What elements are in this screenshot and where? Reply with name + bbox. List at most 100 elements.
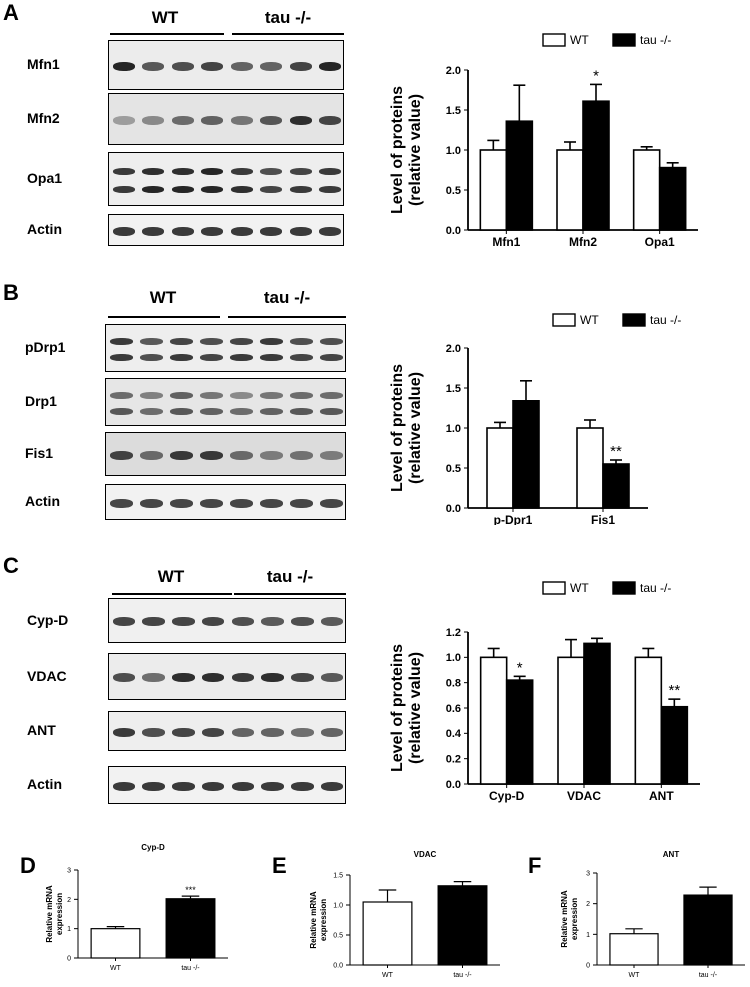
blot-image-ant [108, 711, 346, 751]
blot-band [139, 337, 163, 345]
legend-swatch [552, 313, 576, 327]
blot-label-actin: Actin [27, 776, 62, 792]
x-tick-label: WT [382, 972, 394, 979]
chart-f-ant-mrna: 0 1 2 3 Relative mRNA expression ANT WT tau -/- [560, 850, 745, 979]
y-tick-label: 0 [67, 955, 71, 962]
blot-image-opa1 [108, 152, 344, 206]
blot-band [289, 61, 312, 71]
blot-band [289, 185, 312, 193]
y-tick-label: 1.5 [446, 383, 461, 395]
blot-band [112, 673, 136, 682]
blot-label-actin: Actin [27, 221, 62, 237]
group-label-wt: WT [151, 8, 179, 27]
group-line-tau [228, 316, 346, 318]
blot-band [290, 450, 314, 460]
blot-band [112, 781, 136, 791]
blot-band [320, 450, 344, 460]
blot-band [230, 115, 253, 125]
significance-label: * [593, 67, 599, 84]
bar [90, 928, 141, 959]
blot-label-opa1: Opa1 [27, 170, 63, 186]
blot-band [261, 727, 284, 737]
blot-band [201, 185, 224, 193]
blot-band [289, 115, 312, 125]
y-tick-label: 0.0 [446, 225, 461, 237]
chart-c-protein-levels: 0.0 0.2 0.4 0.6 0.8 1.0 1.2 Level of proteins (r… [389, 581, 700, 803]
bar [479, 149, 508, 231]
blot-panel-b: WT tau -/- pDrp1 Drp1 Fis1 Actin [0, 280, 360, 535]
blot-band [142, 185, 165, 193]
y-tick-label: 0.0 [446, 779, 461, 791]
y-axis-label: Relative mRNA [309, 891, 318, 949]
blot-image-cyp-d [108, 598, 346, 643]
blot-band [109, 498, 133, 508]
blot-image-actin [105, 484, 346, 520]
y-axis-label: Level of proteins [389, 364, 406, 492]
y-tick-label: 1.0 [333, 902, 343, 909]
chart-title: Cyp-D [141, 843, 165, 852]
blot-band [199, 353, 223, 361]
y-axis-label: expression [570, 898, 579, 940]
group-line-wt [110, 33, 224, 35]
blot-band [142, 61, 165, 71]
bar [437, 885, 488, 966]
significance-label: ** [610, 443, 622, 460]
bar [512, 400, 540, 509]
blot-image-actin [108, 214, 344, 246]
y-tick-label: 2 [67, 897, 71, 904]
blot-band [142, 781, 165, 791]
bar [660, 705, 689, 785]
blot-band [230, 450, 253, 460]
x-tick-label: Mfn2 [569, 235, 597, 249]
blot-band [201, 617, 225, 626]
blot-band [320, 407, 344, 415]
blot-band [169, 498, 193, 508]
blot-band [260, 61, 283, 71]
blot-band [112, 185, 135, 193]
blot-band [319, 167, 342, 175]
blot-band [172, 781, 195, 791]
group-label-tau: tau -/- [263, 288, 311, 307]
blot-band [201, 226, 224, 236]
bar [505, 120, 534, 231]
blot-band [201, 673, 225, 682]
significance-label: ** [668, 682, 680, 699]
bar [362, 901, 413, 966]
blot-band [319, 226, 342, 236]
blot-band [199, 450, 223, 460]
chart-e-vdac-mrna: 0.0 0.5 1.0 1.5 Relative mRNA expression VDAC W… [309, 850, 500, 979]
bar [609, 933, 659, 966]
bar [505, 679, 534, 785]
blot-image-fis1 [105, 432, 346, 476]
blot-band [139, 391, 163, 399]
blot-label-fis1: Fis1 [25, 445, 54, 461]
chart-title: VDAC [414, 850, 437, 859]
x-tick-label: Opa1 [645, 235, 675, 249]
panel-letter-d: D [20, 853, 36, 878]
y-tick-label: 0.8 [446, 678, 461, 690]
panel-letter-a: A [3, 0, 19, 25]
blot-band [230, 167, 253, 175]
panel-letter-c: C [3, 553, 19, 578]
blot-band [109, 353, 133, 361]
blot-band [260, 450, 284, 460]
blot-band [112, 617, 136, 626]
legend-label: WT [580, 313, 599, 327]
blot-band [201, 61, 224, 71]
blot-band [199, 498, 223, 508]
blot-band [112, 727, 136, 737]
bar [576, 427, 604, 509]
y-tick-label: 0.5 [446, 463, 461, 475]
blot-band [139, 450, 163, 460]
blot-band [291, 617, 314, 626]
legend-swatch [622, 313, 646, 327]
blot-band [201, 115, 224, 125]
blot-band [139, 498, 163, 508]
y-axis-label: (relative value) [407, 372, 424, 484]
legend-swatch [612, 581, 636, 595]
blot-band [230, 407, 253, 415]
blot-band [320, 781, 344, 791]
blot-band [142, 727, 165, 737]
blot-band [199, 337, 223, 345]
blot-label-vdac: VDAC [27, 667, 67, 684]
